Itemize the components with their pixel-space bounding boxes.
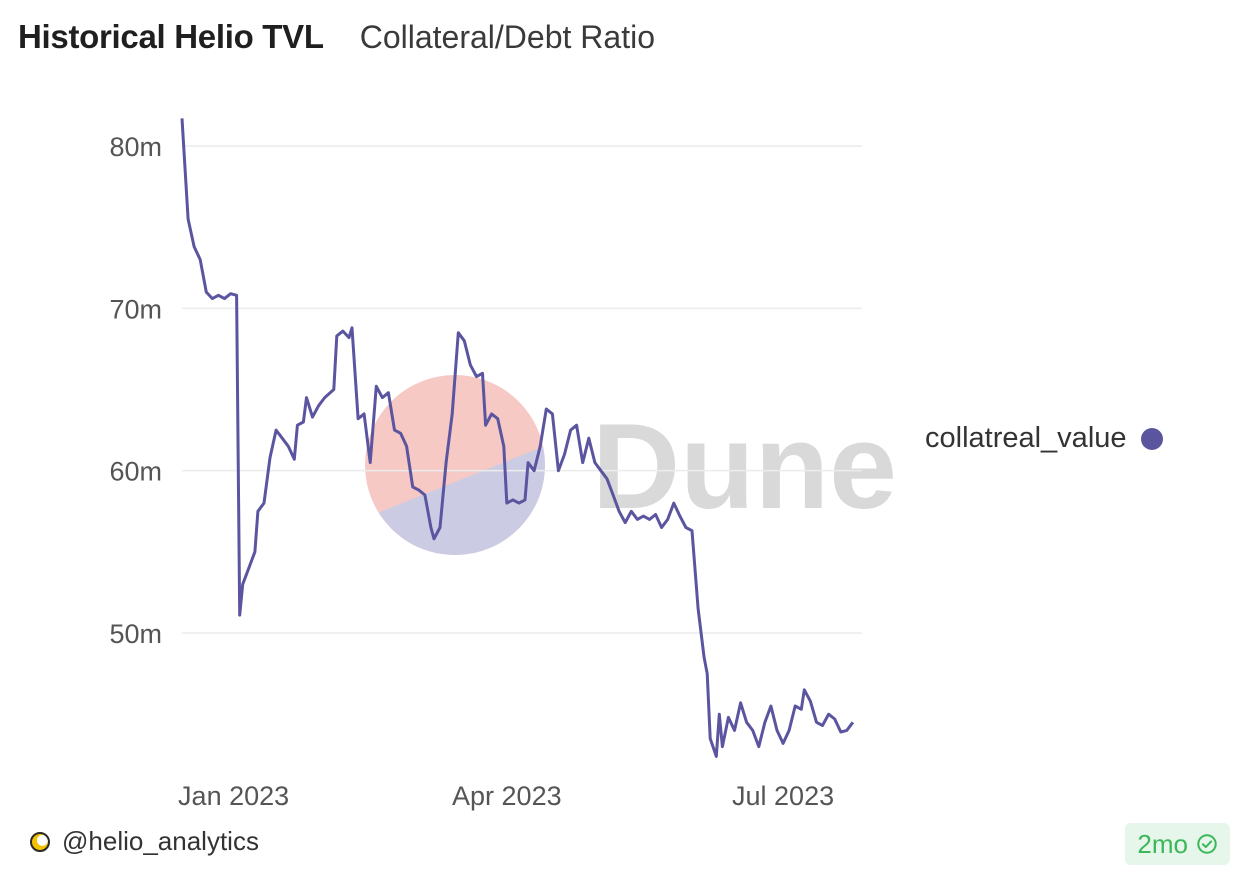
y-tick-label: 70m (109, 294, 162, 324)
legend-dot-icon (1140, 427, 1163, 450)
y-tick-label: 60m (109, 457, 162, 487)
gridlines (182, 145, 862, 634)
legend[interactable]: collatreal_value (925, 422, 1163, 455)
legend-label: collatreal_value (925, 422, 1127, 454)
y-axis: 80m 70m 60m 50m (109, 132, 162, 649)
creator-handle[interactable]: @helio_analytics (62, 826, 259, 856)
moon-icon (30, 831, 50, 852)
x-tick-label: Jan 2023 (178, 781, 289, 811)
check-circle-icon (1197, 834, 1217, 854)
header: Historical Helio TVL Collateral/Debt Rat… (18, 14, 655, 60)
x-tick-label: Jul 2023 (732, 781, 834, 811)
tab-collateral-debt-ratio[interactable]: Collateral/Debt Ratio (359, 18, 655, 55)
y-tick-label: 80m (109, 132, 162, 162)
x-tick-label: Apr 2023 (452, 781, 562, 811)
age-badge-text: 2mo (1137, 828, 1188, 859)
creator-info[interactable]: @helio_analytics (30, 826, 259, 857)
age-badge: 2mo (1125, 823, 1230, 865)
chart-title: Historical Helio TVL (18, 18, 324, 55)
y-tick-label: 50m (109, 619, 162, 649)
watermark-text: Dune (592, 398, 897, 534)
series-group[interactable] (180, 118, 855, 758)
x-axis: Jan 2023 Apr 2023 Jul 2023 (178, 781, 834, 811)
series-line[interactable] (180, 118, 855, 758)
